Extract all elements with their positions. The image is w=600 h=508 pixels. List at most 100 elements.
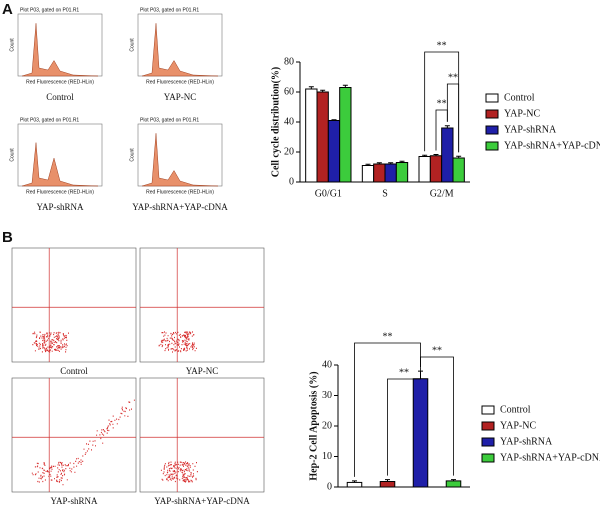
- plot-header: Plot P03, gated on P01.R1: [20, 117, 79, 123]
- x-tick-label: G2/M: [430, 188, 454, 199]
- caption: Control: [60, 366, 88, 376]
- bar: [373, 163, 386, 183]
- caption: YAP-NC: [186, 366, 219, 376]
- panel-label: B: [2, 229, 13, 246]
- y-tick-label: 20: [284, 146, 294, 157]
- error-bar: [352, 480, 357, 483]
- error-bar: [444, 125, 450, 128]
- bar: [379, 481, 396, 488]
- significance-label: **: [383, 331, 393, 342]
- bar: [395, 162, 409, 183]
- x-tick-label: S: [382, 188, 388, 199]
- scatter-frame: [139, 247, 265, 363]
- y-axis-label: Count: [9, 148, 15, 162]
- significance-label: **: [448, 72, 458, 83]
- significance-bracket: [435, 109, 448, 151]
- scatter-dots: [31, 399, 135, 486]
- plot-header: Plot P03, gated on P01.R1: [140, 117, 199, 123]
- significance-bracket: [420, 356, 454, 476]
- scatter-dots: [158, 331, 197, 353]
- error-bar: [385, 479, 390, 482]
- bar: [305, 88, 318, 183]
- significance-label: **: [437, 40, 447, 51]
- y-axis-label: Count: [129, 38, 135, 52]
- scatter-frame: [11, 247, 137, 363]
- error-bar: [320, 89, 326, 92]
- y-axis-label: Hep-2 Cell Apoptosis (%): [308, 371, 319, 480]
- x-axis-label: Red Fluorescence (RED-HLin): [26, 189, 94, 195]
- y-axis-label: Count: [9, 38, 15, 52]
- error-bar: [399, 160, 405, 163]
- legend-swatch: [485, 125, 499, 135]
- legend-label: YAP-shRNA+YAP-cDNA: [504, 140, 600, 151]
- histogram: [141, 23, 219, 77]
- y-tick-label: 60: [284, 86, 294, 97]
- bar: [429, 155, 443, 183]
- x-axis-label: Red Fluorescence (RED-HLin): [146, 189, 214, 195]
- bar: [339, 87, 352, 183]
- plot-header: Plot P03, gated on P01.R1: [20, 7, 79, 13]
- legend-label: YAP-shRNA+YAP-cDNA: [500, 452, 600, 463]
- significance-label: **: [437, 98, 447, 109]
- caption: YAP-shRNA+YAP-cDNA: [132, 202, 228, 212]
- bar: [452, 157, 465, 183]
- caption: YAP-NC: [164, 92, 197, 102]
- y-tick-label: 0: [289, 176, 294, 187]
- bar: [361, 165, 375, 183]
- significance-bracket: [354, 342, 421, 477]
- legend-label: YAP-shRNA: [504, 124, 557, 135]
- scatter-frame: [139, 377, 265, 493]
- bar: [445, 480, 462, 488]
- y-tick-label: 40: [322, 359, 332, 370]
- y-tick-label: 80: [284, 56, 294, 67]
- scatter-dots: [160, 461, 198, 483]
- caption: YAP-shRNA: [36, 202, 84, 212]
- plot-header: Plot P03, gated on P01.R1: [140, 7, 199, 13]
- bar: [441, 127, 454, 183]
- bar: [384, 163, 397, 183]
- histogram: [21, 142, 99, 187]
- y-tick-label: 10: [322, 451, 332, 462]
- error-bar: [456, 155, 462, 158]
- bar: [316, 91, 329, 183]
- bar: [346, 481, 363, 488]
- y-tick-label: 40: [284, 116, 294, 127]
- caption: YAP-shRNA+YAP-cDNA: [154, 496, 250, 506]
- histogram: [141, 133, 219, 187]
- x-axis-label: Red Fluorescence (RED-HLin): [26, 79, 94, 85]
- bar: [412, 378, 429, 488]
- histogram-frame: [137, 13, 223, 77]
- error-bar: [451, 479, 456, 481]
- y-tick-label: 30: [322, 390, 332, 401]
- histogram-frame: [17, 123, 103, 187]
- legend-label: Control: [500, 404, 531, 415]
- legend-label: YAP-NC: [500, 420, 536, 431]
- legend-swatch: [481, 437, 495, 447]
- x-tick-label: G0/G1: [315, 188, 342, 199]
- histogram-frame: [17, 13, 103, 77]
- legend-swatch: [481, 405, 495, 415]
- legend-label: Control: [504, 92, 535, 103]
- legend-label: YAP-shRNA: [500, 436, 553, 447]
- legend-swatch: [485, 93, 499, 103]
- significance-bracket: [446, 83, 460, 153]
- legend-swatch: [485, 109, 499, 119]
- caption: YAP-shRNA: [50, 496, 98, 506]
- scatter-dots: [32, 331, 69, 353]
- legend-label: YAP-NC: [504, 108, 540, 119]
- error-bar: [331, 119, 337, 121]
- error-bar: [376, 162, 382, 164]
- y-tick-label: 0: [327, 481, 332, 492]
- caption: Control: [46, 92, 74, 102]
- bar: [418, 156, 431, 183]
- panel-label: A: [2, 1, 13, 18]
- legend-swatch: [481, 453, 495, 463]
- error-bar: [342, 84, 348, 88]
- error-bar: [388, 162, 394, 164]
- y-axis-label: Cell cycle distribution(%): [270, 67, 281, 178]
- error-bar: [365, 163, 371, 166]
- scatter-frame: [11, 377, 137, 493]
- histogram: [21, 23, 99, 77]
- legend-swatch: [485, 141, 499, 151]
